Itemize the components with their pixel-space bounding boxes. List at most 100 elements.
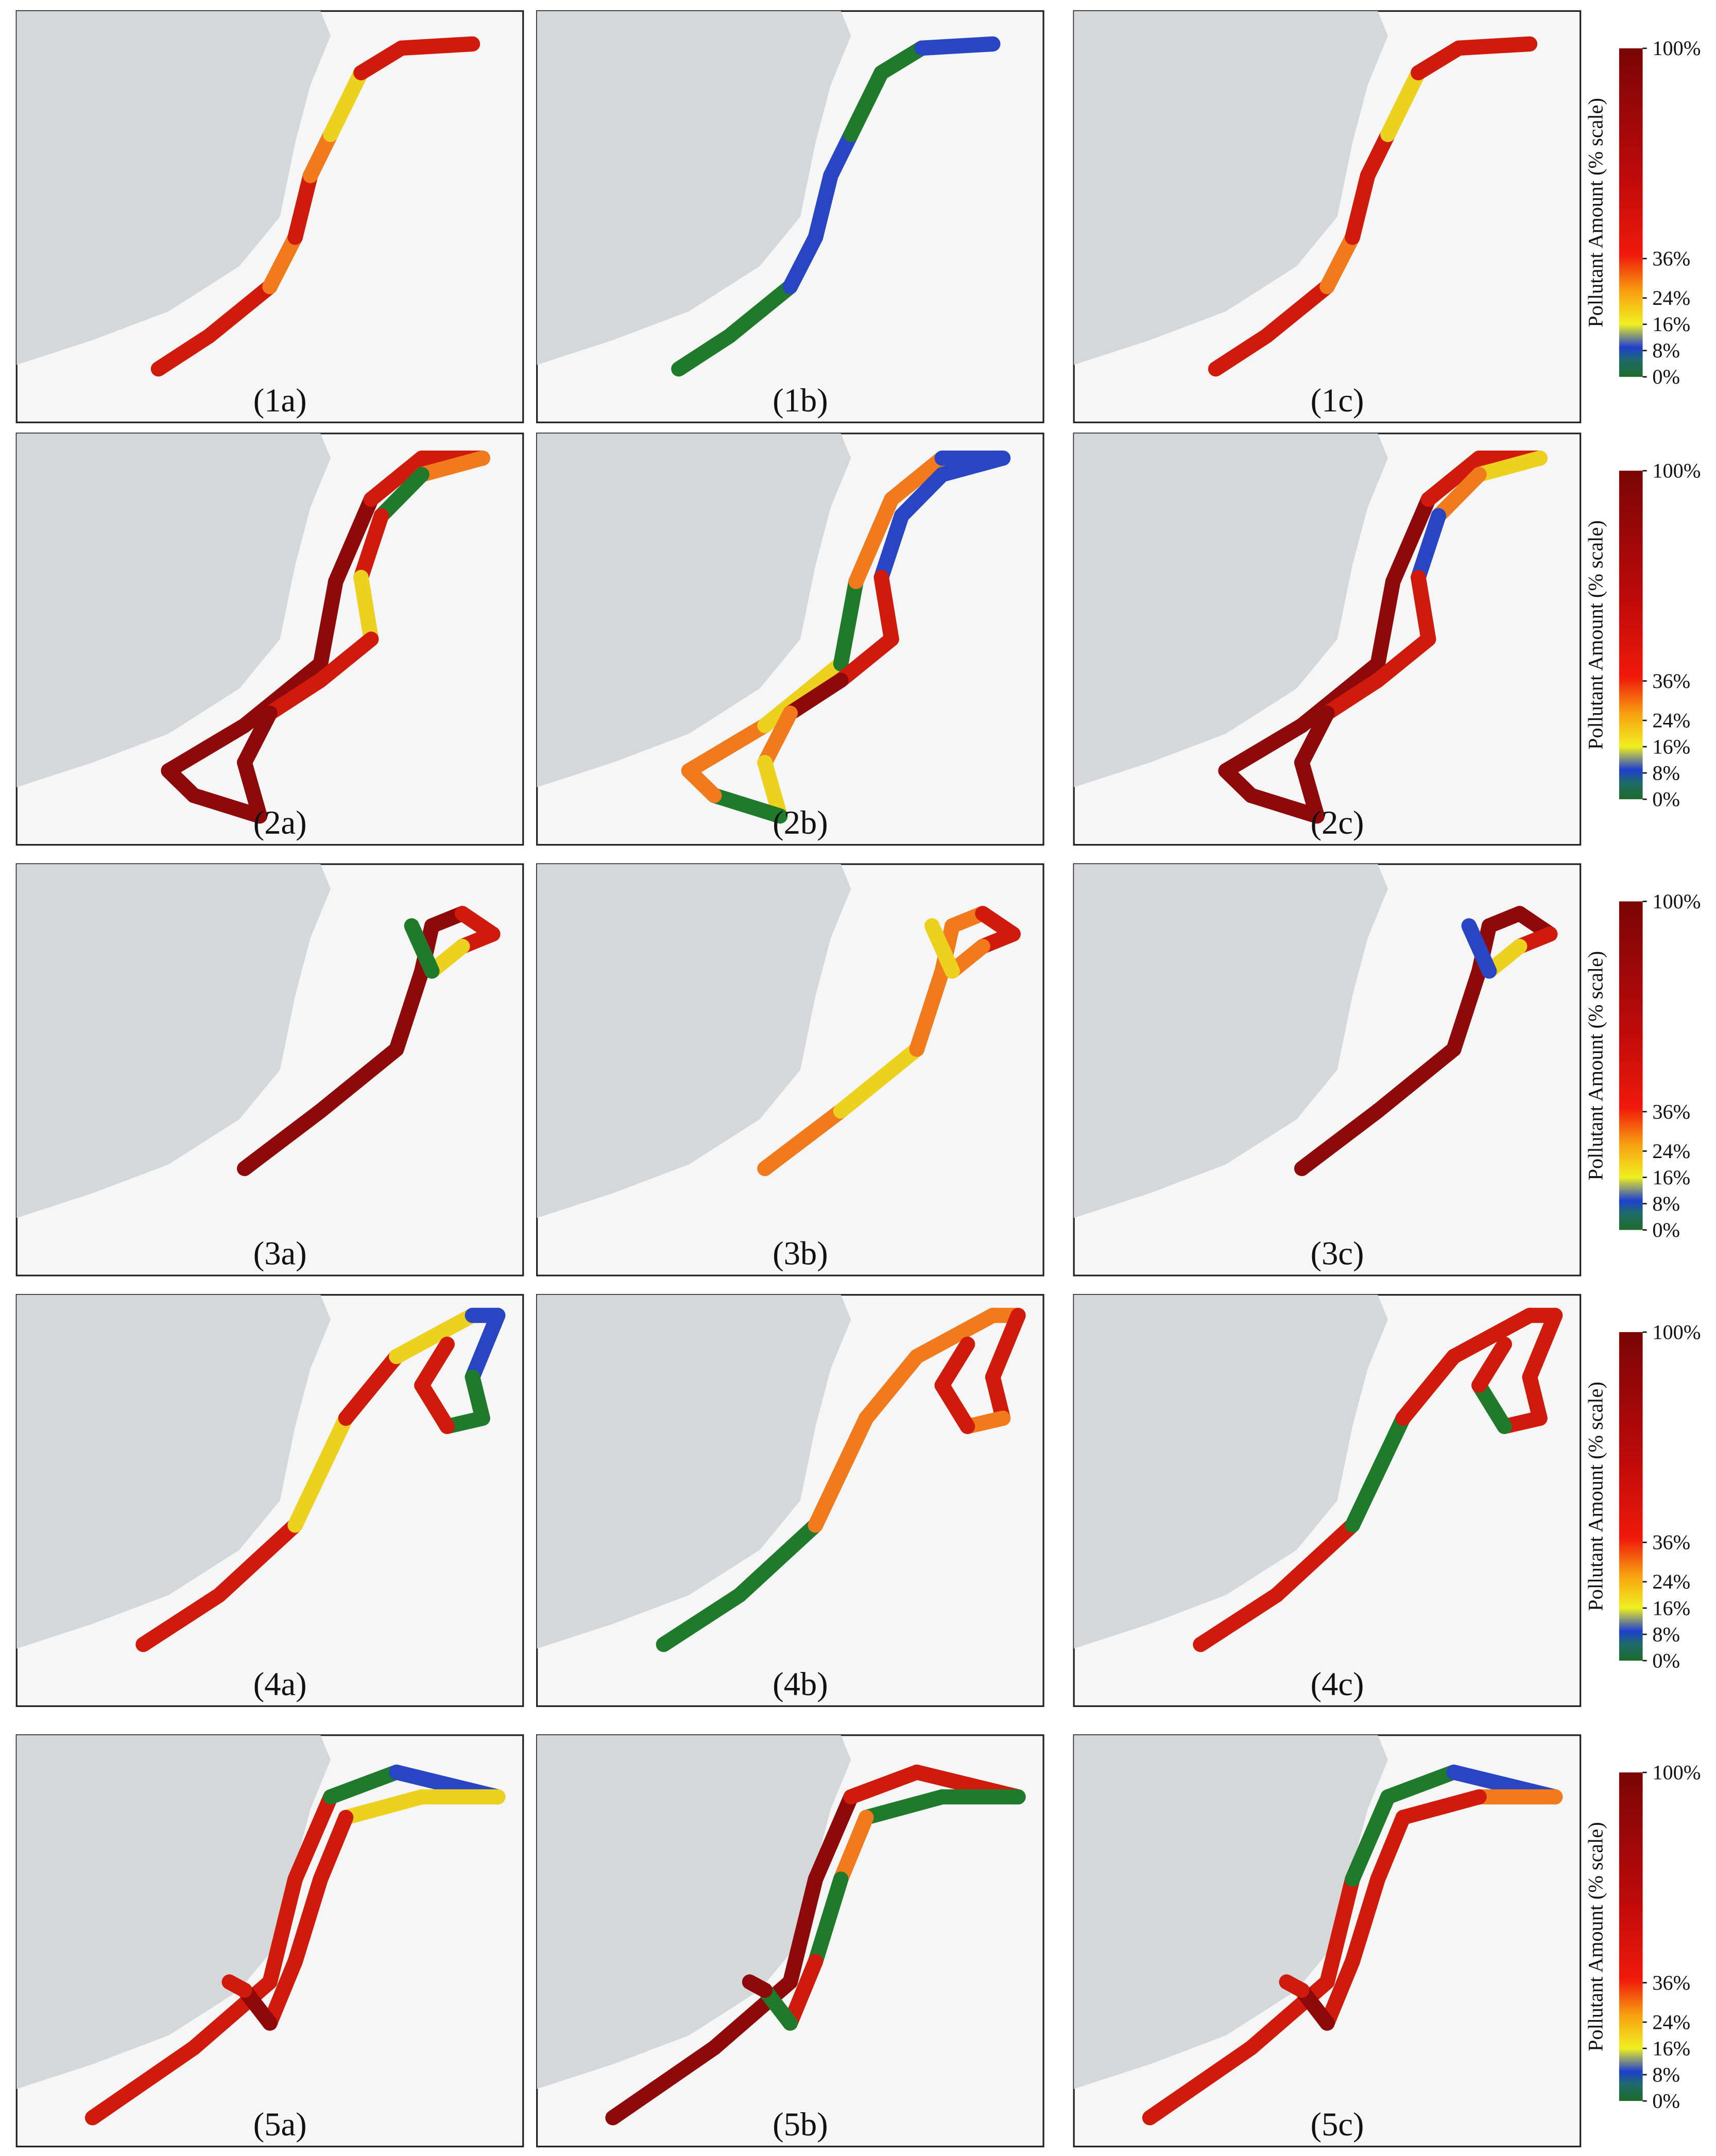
panel-label: (3b) [773,1235,828,1272]
route-segment [211,1517,303,1603]
route-segment [681,718,773,779]
route-segment [1370,1041,1462,1119]
colorbar-tick-label: 36% [1652,247,1690,270]
route-segment [1522,1307,1563,1385]
panel-label: (2b) [773,804,828,841]
colorbar-tick-label: 100% [1652,459,1701,482]
map-panel: (5c) [1073,1734,1582,2148]
route-segment [1345,1871,1386,1969]
route-segment [681,763,722,803]
route-segment [605,2040,722,2126]
colorbar-tick-label: 100% [1652,1320,1701,1343]
sea [1074,433,1388,787]
map-panel: (5b) [536,1734,1044,2148]
panel-label: (1c) [1311,382,1364,419]
panel-label: (2a) [253,804,307,841]
route-segment [84,2040,202,2126]
panel-label: (1b) [773,382,828,419]
colorbar: Pollutant Amount (% scale) 100% 36% 24% 16% 8… [1584,1320,1701,1672]
route-segment [414,450,490,482]
route-segment [1319,230,1360,295]
sea [1074,864,1388,1218]
route-segment [843,65,889,142]
route-segment [757,1103,849,1177]
map-panel: (1b) [536,10,1044,423]
map-panel: (4c) [1073,1293,1582,1707]
route-segment [782,1954,823,2031]
sea [1074,1295,1388,1649]
route-segment [1411,570,1436,647]
panel-label: (4b) [773,1666,828,1702]
colorbar-gradient [1619,901,1643,1230]
sea [1074,11,1388,365]
route-segment [1370,574,1401,671]
route-segment [1411,40,1467,81]
route-segment [1360,127,1396,183]
route-segment [221,1974,252,1998]
route-segment [909,963,950,1057]
route-segment [323,1764,404,1805]
route-segment [1243,1974,1335,2056]
panel-label: (2c) [1311,804,1364,841]
route-segment [313,1041,404,1119]
colorbar: Pollutant Amount (% scale) 100% 36% 24% 16% 8… [1584,37,1701,388]
route-segment [465,1307,506,1385]
route-segment [656,1587,747,1652]
route-segment [1259,279,1335,344]
sea [537,1295,851,1649]
route-segment [338,1349,404,1426]
route-segment [186,788,268,824]
route-segment [707,1974,798,2056]
colorbar-tick-label: 24% [1652,2010,1690,2033]
route-segment [287,1789,338,1887]
route-segment [1471,1336,1512,1393]
route-segment [1370,1809,1411,1887]
route-segment [1420,450,1487,507]
route-segment [833,1809,874,1887]
route-segment [1395,1349,1462,1426]
route-segment [985,1307,1026,1385]
route-segment [328,491,379,590]
colorbar: Pollutant Amount (% scale) 100% 36% 24% 16% 8… [1584,890,1701,1241]
route-segment [237,755,268,824]
route-segment [262,1871,303,1990]
route-segment [823,127,859,183]
route-segment [373,467,430,524]
route-segment [757,705,798,770]
sea [1074,1735,1388,2089]
route-segment [393,36,481,56]
map-panel: (2c) [1073,433,1582,846]
route-segment [1208,328,1274,377]
route-segment [313,1809,354,1887]
map-panel: (3c) [1073,863,1582,1277]
colorbar-title: Pollutant Amount (% scale) [1584,520,1607,750]
route-segment [1193,1587,1284,1652]
route-segment [1319,1871,1360,1990]
route-segment [1319,1954,1360,2031]
route-segment [414,1377,455,1434]
route-segment [287,168,318,245]
colorbar-title: Pollutant Amount (% scale) [1584,1382,1607,1611]
route-segment [389,963,430,1057]
route-segment [843,1764,924,1805]
route-segment [353,570,379,647]
route-segment [757,656,849,733]
colorbar-tick-label: 0% [1652,365,1680,388]
route-segment [1446,1307,1538,1365]
route-segment [1345,1789,1396,1887]
route-segment [757,755,788,824]
route-segment [1370,631,1436,688]
route-segment [884,450,950,507]
panel-label: (4c) [1311,1666,1364,1702]
panel-label: (5a) [253,2106,307,2143]
route-segment [1279,1974,1310,1998]
route-segment [808,1871,849,1969]
route-segment [848,491,899,590]
route-segment [1451,36,1538,56]
route-segment [135,1587,227,1652]
route-segment [302,127,338,183]
route-segment [186,1974,278,2056]
route-segment [1471,450,1548,482]
